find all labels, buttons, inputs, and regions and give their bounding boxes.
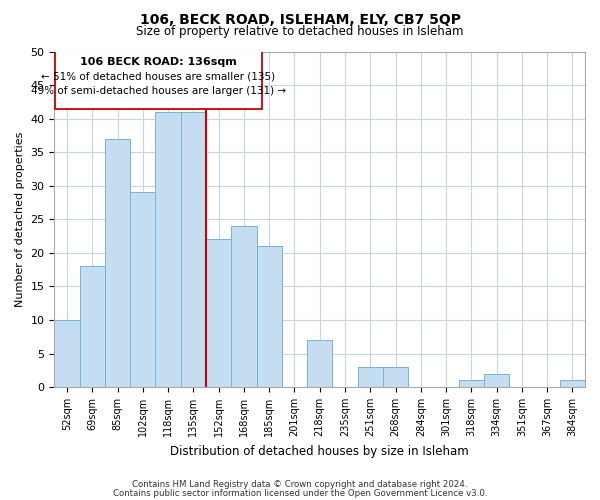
Bar (383, 367, 408, 387)
Text: 49% of semi-detached houses are larger (131) →: 49% of semi-detached houses are larger (… (31, 86, 286, 97)
Bar (358, 367, 383, 387)
Text: Contains HM Land Registry data © Crown copyright and database right 2024.: Contains HM Land Registry data © Crown c… (132, 480, 468, 489)
Text: Size of property relative to detached houses in Isleham: Size of property relative to detached ho… (136, 25, 464, 38)
Text: 106, BECK ROAD, ISLEHAM, ELY, CB7 5QP: 106, BECK ROAD, ISLEHAM, ELY, CB7 5QP (139, 12, 461, 26)
Bar (231, 226, 257, 387)
Bar (307, 340, 332, 387)
Bar (484, 374, 509, 387)
Y-axis label: Number of detached properties: Number of detached properties (15, 132, 25, 307)
Bar (80, 266, 105, 387)
Text: Contains public sector information licensed under the Open Government Licence v3: Contains public sector information licen… (113, 488, 487, 498)
Bar (155, 112, 181, 387)
Bar (560, 380, 585, 387)
Text: 106 BECK ROAD: 136sqm: 106 BECK ROAD: 136sqm (80, 57, 236, 67)
Bar (130, 192, 155, 387)
Bar (181, 112, 206, 387)
Bar (55, 50, 262, 108)
Bar (257, 246, 282, 387)
Text: ← 51% of detached houses are smaller (135): ← 51% of detached houses are smaller (13… (41, 72, 275, 82)
X-axis label: Distribution of detached houses by size in Isleham: Distribution of detached houses by size … (170, 444, 469, 458)
Bar (206, 240, 231, 387)
Bar (458, 380, 484, 387)
Bar (105, 138, 130, 387)
Bar (55, 320, 80, 387)
